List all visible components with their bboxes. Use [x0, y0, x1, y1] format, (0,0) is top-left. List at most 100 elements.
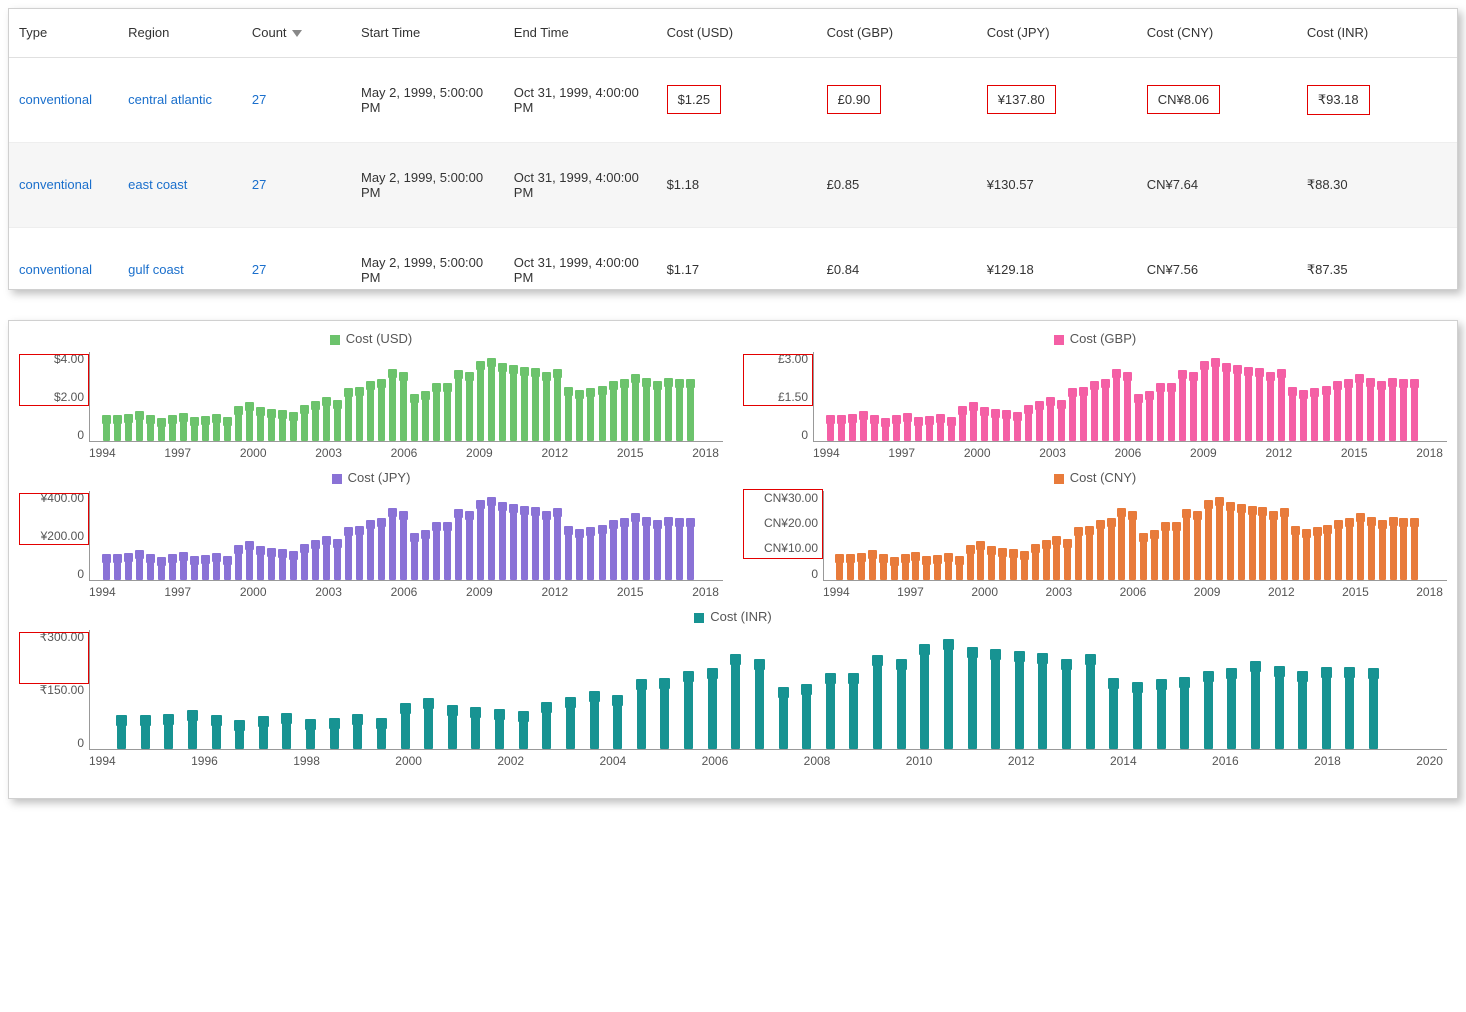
cell-type[interactable]: conventional — [9, 57, 118, 142]
data-marker-icon — [329, 718, 340, 729]
plot-area[interactable] — [89, 491, 723, 581]
cell-type[interactable]: conventional — [9, 142, 118, 227]
x-tick-label: 2012 — [1265, 446, 1292, 460]
data-bar — [1314, 531, 1321, 581]
data-marker-icon — [443, 383, 452, 392]
column-header-jpy[interactable]: Cost (JPY) — [977, 9, 1137, 57]
data-bar — [1015, 655, 1024, 749]
cell-region[interactable]: east coast — [118, 142, 242, 227]
data-marker-icon — [476, 500, 485, 509]
data-marker-icon — [388, 508, 397, 517]
data-marker-icon — [421, 530, 430, 539]
column-header-start[interactable]: Start Time — [351, 9, 504, 57]
x-tick-label: 1997 — [164, 585, 191, 599]
data-bar — [880, 558, 887, 581]
data-bar — [345, 392, 352, 442]
cell-count[interactable]: 27 — [242, 142, 351, 227]
data-bar — [532, 372, 539, 441]
data-bar — [873, 659, 882, 749]
data-bar — [235, 724, 244, 749]
column-header-label: Type — [19, 25, 47, 40]
legend-marker-icon — [1054, 474, 1064, 484]
data-bar — [660, 682, 669, 749]
plot-area[interactable] — [813, 352, 1447, 442]
column-header-gbp[interactable]: Cost (GBP) — [817, 9, 977, 57]
cell-type[interactable]: conventional — [9, 227, 118, 289]
data-bar — [202, 420, 209, 441]
data-bar — [999, 552, 1006, 580]
data-marker-icon — [1250, 661, 1261, 672]
data-bar — [1227, 672, 1236, 749]
data-marker-icon — [278, 549, 287, 558]
y-axis-highlight-box — [743, 354, 813, 406]
data-bar — [1043, 544, 1050, 580]
data-bar — [621, 522, 628, 580]
column-header-inr[interactable]: Cost (INR) — [1297, 9, 1457, 57]
cell-cny: CN¥7.56 — [1137, 227, 1297, 289]
data-bar — [891, 561, 898, 580]
data-bar — [1275, 670, 1284, 749]
data-bar — [1032, 548, 1039, 580]
data-bar — [992, 413, 999, 441]
chart-legend: Cost (INR) — [19, 609, 1447, 624]
legend-label: Cost (JPY) — [348, 470, 411, 485]
data-marker-icon — [683, 671, 694, 682]
data-bar — [466, 376, 473, 441]
x-tick-label: 2015 — [617, 585, 644, 599]
cell-region[interactable]: gulf coast — [118, 227, 242, 289]
chart-cny: Cost (CNY)CN¥30.00CN¥20.00CN¥10.00019941… — [743, 470, 1447, 599]
data-bar — [389, 373, 396, 441]
data-marker-icon — [1313, 527, 1322, 536]
column-header-end[interactable]: End Time — [504, 9, 657, 57]
data-bar — [1113, 373, 1120, 441]
data-marker-icon — [967, 647, 978, 658]
plot-area[interactable] — [823, 491, 1447, 581]
column-header-region[interactable]: Region — [118, 9, 242, 57]
data-marker-icon — [1156, 679, 1167, 690]
data-marker-icon — [1248, 506, 1257, 515]
data-bar — [893, 419, 900, 441]
data-marker-icon — [903, 413, 912, 422]
data-bar — [1303, 533, 1310, 580]
data-bar — [455, 374, 462, 442]
data-bar — [1151, 534, 1158, 580]
cell-region[interactable]: central atlantic — [118, 57, 242, 142]
data-bar — [519, 715, 528, 749]
data-marker-icon — [1366, 378, 1375, 387]
data-marker-icon — [1203, 671, 1214, 682]
data-bar — [212, 719, 221, 749]
plot-area[interactable] — [89, 352, 723, 442]
data-bar — [871, 419, 878, 442]
data-marker-icon — [1020, 551, 1029, 560]
chart-jpy: Cost (JPY)¥400.00¥200.000199419972000200… — [19, 470, 723, 599]
data-marker-icon — [187, 710, 198, 721]
data-marker-icon — [113, 415, 122, 424]
data-bar — [948, 421, 955, 441]
column-header-label: Region — [128, 25, 169, 40]
data-bar — [1245, 371, 1252, 441]
y-tick-label: 0 — [743, 567, 818, 581]
data-marker-icon — [278, 410, 287, 419]
column-header-usd[interactable]: Cost (USD) — [657, 9, 817, 57]
data-marker-icon — [1204, 500, 1213, 509]
cell-count[interactable]: 27 — [242, 227, 351, 289]
x-tick-label: 2006 — [1120, 585, 1147, 599]
data-bar — [1021, 555, 1028, 580]
data-bar — [1322, 671, 1331, 749]
data-bar — [1097, 524, 1104, 580]
data-marker-icon — [520, 506, 529, 515]
data-marker-icon — [1101, 379, 1110, 388]
plot-area[interactable] — [89, 630, 1447, 750]
data-marker-icon — [509, 365, 518, 374]
data-marker-icon — [609, 520, 618, 529]
data-marker-icon — [146, 415, 155, 424]
column-header-count[interactable]: Count — [242, 9, 351, 57]
column-header-cny[interactable]: Cost (CNY) — [1137, 9, 1297, 57]
data-bar — [934, 559, 941, 580]
column-header-type[interactable]: Type — [9, 9, 118, 57]
data-marker-icon — [1172, 522, 1181, 531]
data-marker-icon — [465, 511, 474, 520]
table-header-row: Type Region CountStart TimeEnd TimeCost (U… — [9, 9, 1457, 57]
y-axis-highlight-box — [19, 493, 89, 545]
cell-count[interactable]: 27 — [242, 57, 351, 142]
